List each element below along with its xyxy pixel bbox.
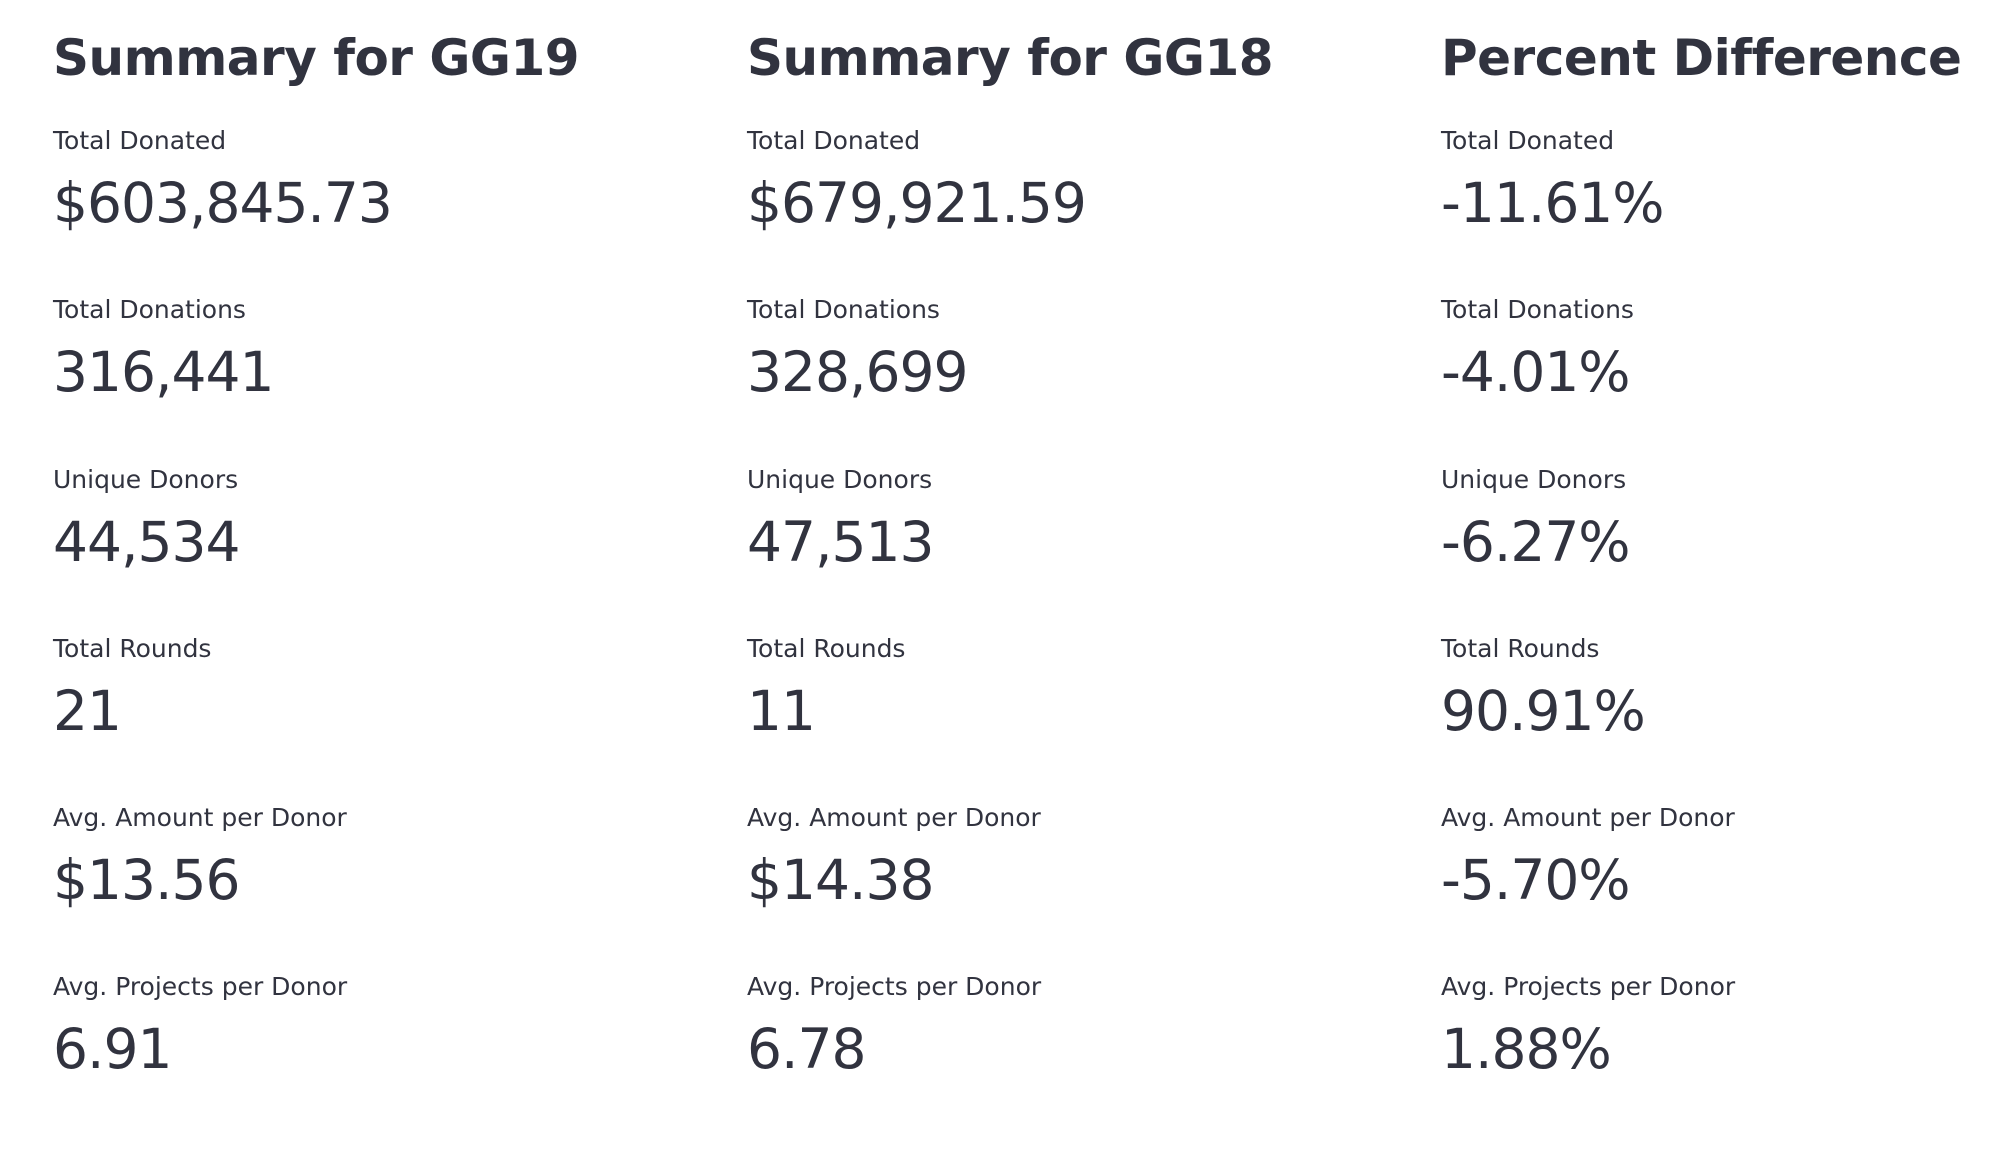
metric-value: 90.91%: [1441, 678, 1646, 743]
metric-total-rounds: Total Rounds 11: [747, 634, 1387, 743]
metric-label: Avg. Amount per Donor: [747, 803, 1041, 832]
summary-column-gg18: Summary for GG18 Total Donated $679,921.…: [747, 28, 1387, 1142]
metric-label: Total Rounds: [1441, 633, 1600, 663]
metric-unique-donors: Unique Donors -6.27%: [1441, 465, 2012, 574]
metric-value: 21: [53, 678, 122, 743]
metric-avg-amount-per-donor: Avg. Amount per Donor $13.56: [53, 803, 693, 912]
metric-total-donations: Total Donations 316,441: [53, 295, 693, 404]
metric-label: Total Donated: [53, 126, 227, 155]
metric-avg-projects-per-donor: Avg. Projects per Donor 6.91: [53, 972, 693, 1081]
summary-column-percent-difference: Percent Difference Total Donated -11.61%…: [1441, 28, 2012, 1142]
metric-avg-projects-per-donor: Avg. Projects per Donor 6.78: [747, 972, 1387, 1081]
metric-total-donations: Total Donations -4.01%: [1441, 295, 2012, 404]
metric-label: Avg. Amount per Donor: [1441, 803, 1735, 832]
column-title-gg19: Summary for GG19: [53, 29, 580, 87]
metric-value: 328,699: [747, 340, 968, 405]
metric-label: Total Donations: [1441, 295, 1634, 325]
metric-total-donated: Total Donated $679,921.59: [747, 126, 1387, 235]
metric-unique-donors: Unique Donors 47,513: [747, 465, 1387, 574]
metric-total-donated: Total Donated $603,845.73: [53, 126, 693, 235]
metric-value: 11: [747, 678, 816, 743]
metric-value: $679,921.59: [747, 171, 1087, 235]
metric-label: Avg. Projects per Donor: [1441, 972, 1736, 1002]
metric-value: -4.01%: [1441, 340, 1631, 405]
metric-label: Unique Donors: [53, 464, 239, 494]
metric-total-donations: Total Donations 328,699: [747, 295, 1387, 404]
metric-label: Avg. Amount per Donor: [53, 803, 347, 832]
metric-label: Total Rounds: [53, 633, 212, 663]
metric-value: 44,534: [53, 509, 240, 574]
metric-value: $603,845.73: [53, 171, 393, 235]
metric-value: -6.27%: [1441, 509, 1631, 574]
metric-value: 6.91: [53, 1017, 172, 1082]
metric-total-donated: Total Donated -11.61%: [1441, 126, 2012, 235]
metric-label: Total Donated: [747, 126, 921, 155]
metric-value: $13.56: [53, 848, 240, 912]
metric-value: $14.38: [747, 848, 934, 912]
metric-value: 6.78: [747, 1017, 866, 1082]
metric-unique-donors: Unique Donors 44,534: [53, 465, 693, 574]
metric-label: Unique Donors: [1441, 464, 1627, 494]
metric-label: Avg. Projects per Donor: [747, 972, 1042, 1002]
metric-total-rounds: Total Rounds 90.91%: [1441, 634, 2012, 743]
metric-avg-amount-per-donor: Avg. Amount per Donor -5.70%: [1441, 803, 2012, 912]
metric-value: -11.61%: [1441, 171, 1665, 235]
metric-label: Avg. Projects per Donor: [53, 972, 348, 1002]
column-title-gg18: Summary for GG18: [747, 29, 1274, 87]
metric-label: Total Donations: [747, 295, 940, 325]
metric-avg-amount-per-donor: Avg. Amount per Donor $14.38: [747, 803, 1387, 912]
column-title-percent-difference: Percent Difference: [1441, 29, 1962, 87]
metric-label: Total Donations: [53, 295, 246, 325]
metric-label: Total Rounds: [747, 633, 906, 663]
metric-value: 316,441: [53, 340, 274, 405]
metric-value: -5.70%: [1441, 848, 1631, 912]
summary-dashboard: Summary for GG19 Total Donated $603,845.…: [53, 28, 2012, 1142]
metric-value: 1.88%: [1441, 1017, 1612, 1082]
metric-label: Total Donated: [1441, 126, 1615, 155]
metric-label: Unique Donors: [747, 464, 933, 494]
metric-total-rounds: Total Rounds 21: [53, 634, 693, 743]
metric-avg-projects-per-donor: Avg. Projects per Donor 1.88%: [1441, 972, 2012, 1081]
summary-column-gg19: Summary for GG19 Total Donated $603,845.…: [53, 28, 693, 1142]
metric-value: 47,513: [747, 509, 934, 574]
